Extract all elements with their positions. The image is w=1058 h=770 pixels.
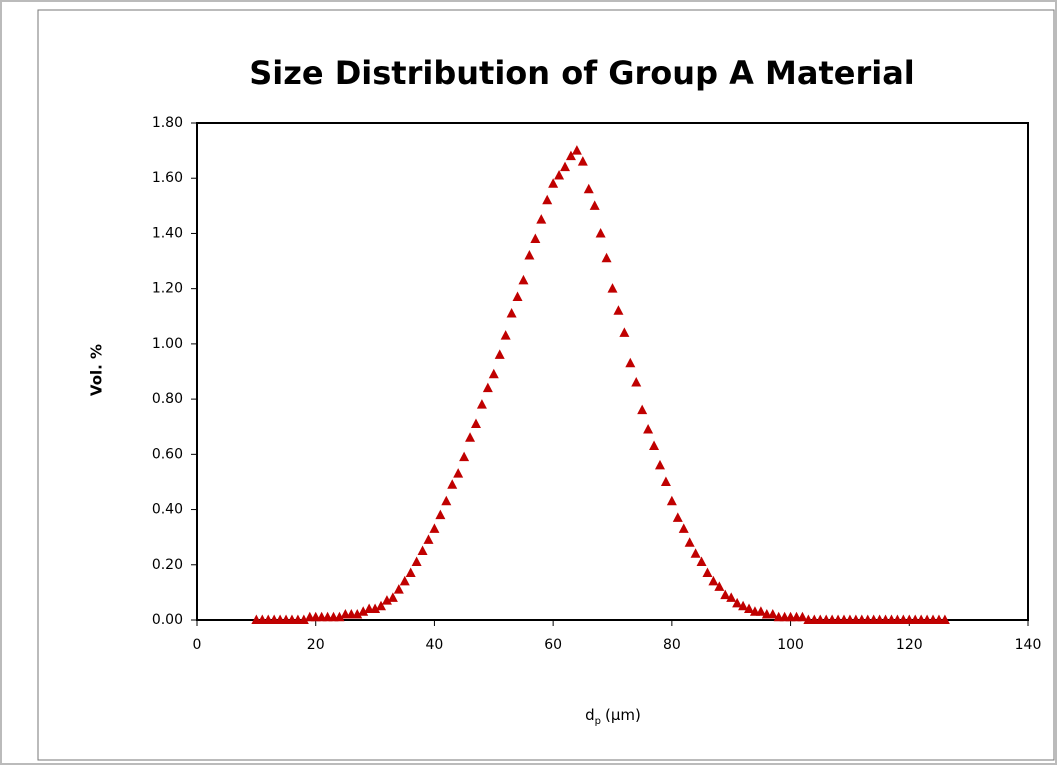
data-point <box>589 200 600 210</box>
x-label-main: d <box>585 706 595 724</box>
data-point <box>637 404 648 415</box>
y-tick-label: 0.40 <box>152 502 183 518</box>
data-point <box>459 451 470 462</box>
data-point <box>708 575 719 586</box>
y-tick-label: 0.60 <box>152 446 183 462</box>
data-point <box>797 611 808 622</box>
data-point <box>411 556 422 567</box>
data-point <box>506 308 517 318</box>
x-tick-label: 140 <box>1015 637 1042 653</box>
x-tick-label: 60 <box>544 637 562 653</box>
data-point <box>530 233 541 243</box>
data-point <box>542 194 553 205</box>
data-point <box>524 250 535 260</box>
y-tick-label: 0.00 <box>152 612 183 628</box>
data-point <box>678 523 689 533</box>
y-tick-label: 1.60 <box>152 170 183 186</box>
data-point <box>334 611 345 622</box>
data-point <box>358 606 369 616</box>
data-point <box>720 589 731 600</box>
chart-title: Size Distribution of Group A Material <box>249 54 915 92</box>
data-point <box>405 567 416 578</box>
data-point <box>625 357 636 368</box>
data-point <box>619 327 630 337</box>
x-tick-label: 100 <box>777 637 804 653</box>
data-point <box>690 548 701 558</box>
x-tick-label: 20 <box>307 637 325 653</box>
data-point <box>512 291 523 301</box>
data-point <box>447 479 458 489</box>
data-point <box>370 603 381 613</box>
data-point <box>435 509 446 520</box>
x-label-sub: p <box>595 716 601 727</box>
data-point <box>470 418 481 428</box>
data-point <box>423 534 434 544</box>
x-tick-label: 40 <box>426 637 444 653</box>
data-point <box>381 595 392 605</box>
data-point <box>554 169 565 180</box>
data-point <box>298 614 309 624</box>
data-point <box>376 600 387 611</box>
data-point <box>571 145 582 155</box>
data-point <box>660 476 671 486</box>
x-tick-label: 0 <box>193 637 202 653</box>
y-tick-label: 0.20 <box>152 557 183 573</box>
y-tick-label: 0.80 <box>152 391 183 407</box>
data-point <box>744 603 755 613</box>
data-point <box>352 608 363 619</box>
y-tick-label: 1.40 <box>152 225 183 241</box>
x-label-unit: (µm) <box>605 706 641 724</box>
data-point <box>595 227 606 238</box>
y-axis-label: Vol. % <box>88 344 106 396</box>
data-point <box>488 368 499 379</box>
data-point <box>465 432 476 442</box>
y-tick-label: 1.00 <box>152 336 183 352</box>
data-point <box>583 183 594 194</box>
data-point <box>613 305 624 315</box>
data-point <box>560 161 571 172</box>
data-point <box>548 178 559 188</box>
data-point <box>939 614 950 624</box>
data-point <box>696 556 707 567</box>
data-point <box>441 495 452 506</box>
data-point <box>755 606 766 616</box>
y-tick-label: 1.80 <box>152 115 183 131</box>
data-point <box>518 274 529 285</box>
data-point <box>429 523 440 533</box>
data-point <box>666 495 677 506</box>
data-point <box>714 581 725 591</box>
data-point <box>476 399 487 409</box>
x-tick-label: 80 <box>663 637 681 653</box>
data-point <box>393 584 404 594</box>
data-point <box>565 150 576 161</box>
data-point <box>417 545 428 555</box>
data-point <box>738 600 749 611</box>
data-point <box>387 592 398 602</box>
data-point <box>643 423 654 434</box>
x-tick-label: 120 <box>896 637 923 653</box>
data-point <box>732 597 743 608</box>
data-point <box>500 330 511 340</box>
data-point <box>654 459 665 470</box>
plot-area <box>196 122 1029 621</box>
data-point <box>684 537 695 547</box>
data-point <box>453 468 464 478</box>
data-point <box>577 156 588 166</box>
data-point <box>631 377 642 387</box>
data-point <box>601 252 612 263</box>
data-point <box>702 567 713 578</box>
data-point <box>607 283 618 293</box>
data-point <box>536 214 547 224</box>
data-point <box>767 608 778 619</box>
x-axis-label: dp (µm) <box>585 706 641 727</box>
data-point <box>726 592 737 602</box>
data-point <box>399 575 410 586</box>
data-point <box>494 349 505 359</box>
data-point <box>482 382 493 393</box>
y-tick-label: 1.20 <box>152 281 183 297</box>
data-point <box>672 512 683 522</box>
data-point <box>649 440 660 451</box>
